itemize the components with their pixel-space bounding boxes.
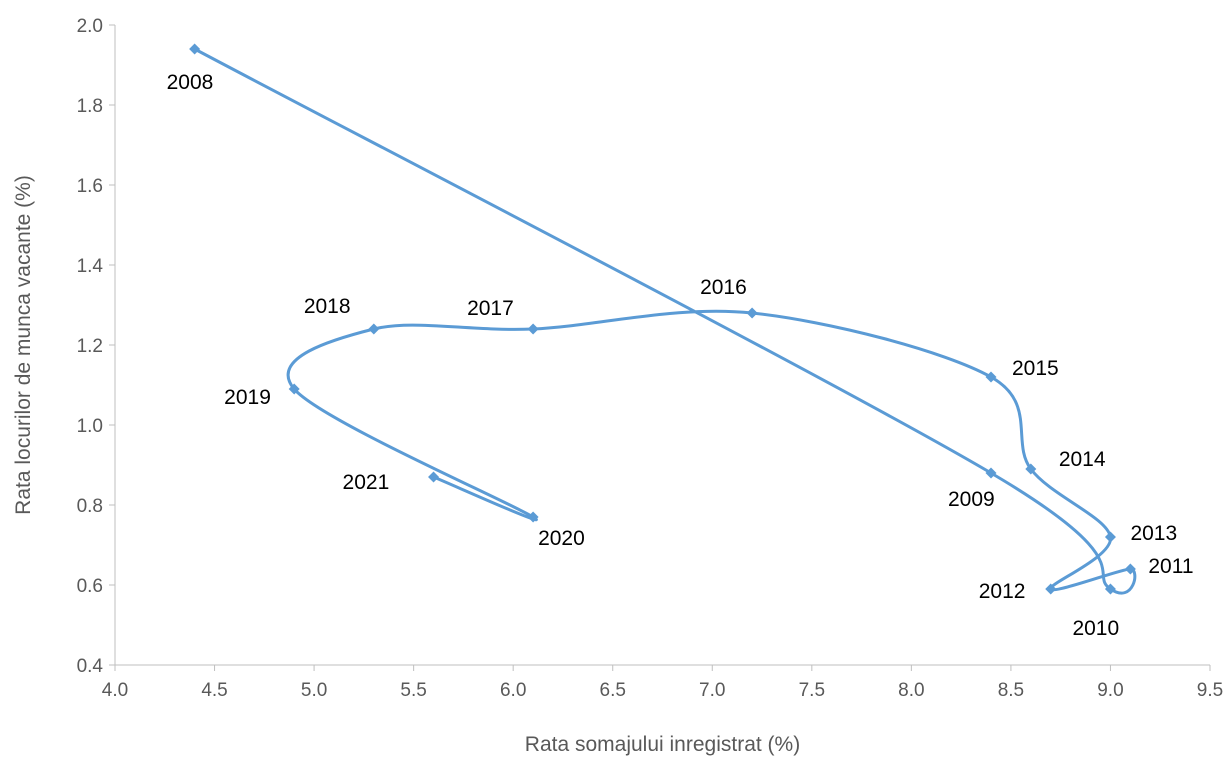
data-point	[1105, 532, 1116, 543]
y-tick-label: 0.6	[77, 576, 103, 597]
x-tick-label: 8.5	[998, 680, 1024, 701]
data-point	[528, 324, 539, 335]
data-point	[428, 472, 439, 483]
y-axis-title: Rata locurilor de munca vacante (%)	[12, 175, 35, 515]
y-tick-label: 1.6	[77, 176, 103, 197]
point-label: 2021	[343, 471, 390, 494]
data-point	[368, 324, 379, 335]
series-markers	[189, 44, 1136, 595]
x-tick-label: 9.5	[1197, 680, 1223, 701]
point-label: 2011	[1148, 555, 1193, 578]
y-tick-label: 1.8	[77, 96, 103, 117]
axes	[109, 25, 1210, 671]
y-tick-label: 0.4	[77, 656, 104, 677]
point-label: 2009	[948, 488, 995, 511]
x-axis-title: Rata somajului inregistrat (%)	[525, 733, 800, 756]
point-label: 2010	[1072, 617, 1119, 640]
y-tick-label: 1.2	[77, 336, 103, 357]
x-tick-label: 6.0	[500, 680, 526, 701]
point-label: 2018	[304, 295, 351, 318]
point-labels: 2008 2009 2010 2011 2012 2013 2014 2015 2016 2017…	[167, 71, 1194, 640]
point-label: 2013	[1130, 522, 1177, 545]
x-tick-label: 6.5	[600, 680, 626, 701]
data-point	[747, 308, 758, 319]
y-tick-label: 1.0	[77, 416, 103, 437]
x-tick-label: 5.5	[400, 680, 426, 701]
point-label: 2019	[224, 386, 271, 409]
data-point	[189, 44, 200, 55]
point-label: 2012	[979, 580, 1026, 603]
x-tick-label: 4.0	[102, 680, 128, 701]
x-tick-label: 7.0	[699, 680, 725, 701]
x-tick-label: 9.0	[1097, 680, 1123, 701]
point-label: 2016	[700, 276, 747, 299]
x-tick-label: 7.5	[799, 680, 825, 701]
point-label: 2020	[538, 527, 585, 550]
point-label: 2008	[167, 71, 214, 94]
y-tick-label: 2.0	[77, 16, 103, 37]
point-label: 2015	[1012, 357, 1059, 380]
x-tick-label: 4.5	[201, 680, 227, 701]
y-tick-labels: 0.4 0.6 0.8 1.0 1.2 1.4 1.6 1.8 2.0	[77, 16, 104, 677]
y-tick-label: 1.4	[77, 256, 104, 277]
point-label: 2017	[467, 297, 514, 320]
x-tick-label: 5.0	[301, 680, 327, 701]
series-line	[195, 49, 1135, 593]
y-tick-label: 0.8	[77, 496, 103, 517]
x-tick-labels: 4.0 4.5 5.0 5.5 6.0 6.5 7.0 7.5 8.0 8.5 9.0 9.5	[102, 680, 1223, 701]
point-label: 2014	[1059, 448, 1106, 471]
x-tick-label: 8.0	[898, 680, 924, 701]
